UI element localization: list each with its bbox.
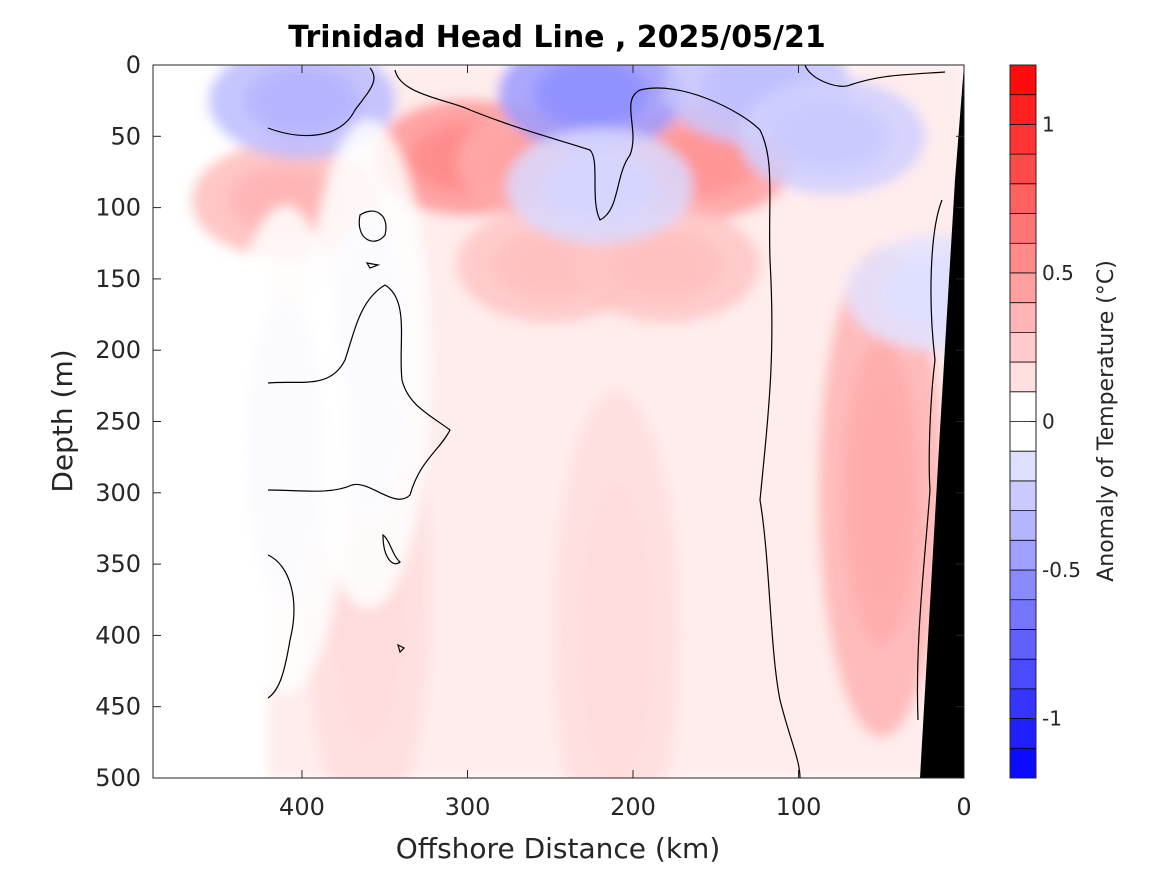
cold-anomaly-blob [498, 65, 685, 152]
cold-anomaly-blob [506, 128, 694, 244]
y-tick-label: 200 [95, 336, 141, 364]
colorbar-bin [1010, 451, 1036, 482]
colorbar-bin [1010, 362, 1036, 393]
bathymetry-mask [920, 65, 964, 778]
y-tick-label: 250 [95, 408, 141, 436]
colorbar-bin [1010, 599, 1036, 630]
cold-anomaly-blob [223, 205, 348, 695]
colorbar-bin [1010, 243, 1036, 274]
colorbar-label: Anomaly of Temperature (°C) [1094, 260, 1119, 582]
colorbar-tick-label: 0 [1042, 410, 1055, 434]
colorbar-bin [1010, 748, 1036, 779]
anomaly-field [192, 65, 964, 778]
x-tick-label: 0 [956, 793, 971, 821]
cold-anomaly-blob [738, 78, 925, 195]
y-axis: 0 50 100 150 200 250 300 350 400 450 500 [95, 51, 964, 792]
x-tick-label: 200 [610, 793, 656, 821]
cold-anomaly-blob [845, 235, 964, 351]
zero-contour [916, 199, 943, 721]
colorbar-bin [1010, 302, 1036, 333]
colorbar-ticks: 1 0.5 0 -0.5 -1 [1030, 112, 1081, 731]
y-tick-label: 100 [95, 194, 141, 222]
zero-contour [397, 643, 406, 654]
colorbar-bin [1010, 213, 1036, 244]
zero-contour [394, 69, 801, 778]
zero-contour [804, 65, 946, 87]
colorbar-bin [1010, 688, 1036, 720]
chart-title: Trinidad Head Line , 2025/05/21 [288, 20, 825, 55]
warm-anomaly-blob [819, 248, 944, 738]
zero-contour [358, 210, 387, 242]
zero-contour [267, 284, 451, 500]
colorbar-bin [1010, 421, 1036, 452]
colorbar-bin [1010, 154, 1036, 185]
colorbar-bin [1010, 659, 1036, 690]
zero-contour [365, 262, 381, 269]
zero-contour [267, 554, 295, 699]
warm-anomaly-blob [554, 391, 679, 778]
y-tick-label: 50 [110, 122, 141, 150]
y-tick-label: 500 [95, 764, 141, 792]
colorbar-bin [1010, 94, 1036, 125]
colorbar-bin [1010, 540, 1036, 571]
colorbar-bin [1010, 570, 1036, 601]
colorbar-bin [1010, 124, 1036, 155]
y-tick-label: 150 [95, 265, 141, 293]
colorbar-tick-label: 1 [1042, 112, 1055, 136]
zero-contour [382, 533, 401, 565]
y-tick-label: 0 [126, 51, 141, 79]
colorbar-tick-label: -0.5 [1042, 558, 1081, 582]
y-tick-label: 350 [95, 550, 141, 578]
y-tick-label: 300 [95, 479, 141, 507]
colorbar-bin [1010, 391, 1036, 422]
x-axis-label: Offshore Distance (km) [396, 832, 721, 865]
colorbar-bin [1010, 183, 1036, 215]
colorbar-bin [1010, 65, 1036, 96]
zero-contours [267, 65, 946, 778]
colorbar-tick-label: -1 [1042, 707, 1062, 731]
colorbar-bin [1010, 480, 1036, 512]
colorbar-bin [1010, 629, 1036, 660]
x-tick-label: 400 [279, 793, 325, 821]
x-axis: 400 300 200 100 0 [279, 65, 972, 821]
colorbar-bin [1010, 510, 1036, 541]
colorbar-bin [1010, 718, 1036, 749]
zero-contour [267, 67, 375, 137]
x-tick-label: 300 [445, 793, 491, 821]
colorbar-tick-label: 0.5 [1042, 261, 1074, 285]
x-tick-label: 100 [776, 793, 822, 821]
y-tick-label: 400 [95, 621, 141, 649]
y-tick-label: 450 [95, 693, 141, 721]
colorbar-bin [1010, 272, 1036, 304]
colorbar: 1 0.5 0 -0.5 -1 Anomaly of Temperature (°C) [1009, 64, 1119, 779]
y-axis-label: Depth (m) [46, 349, 79, 492]
plot-area: 400 300 200 100 0 0 50 100 150 200 250 300 350 400 45… [95, 51, 972, 821]
colorbar-bin [1010, 332, 1036, 363]
